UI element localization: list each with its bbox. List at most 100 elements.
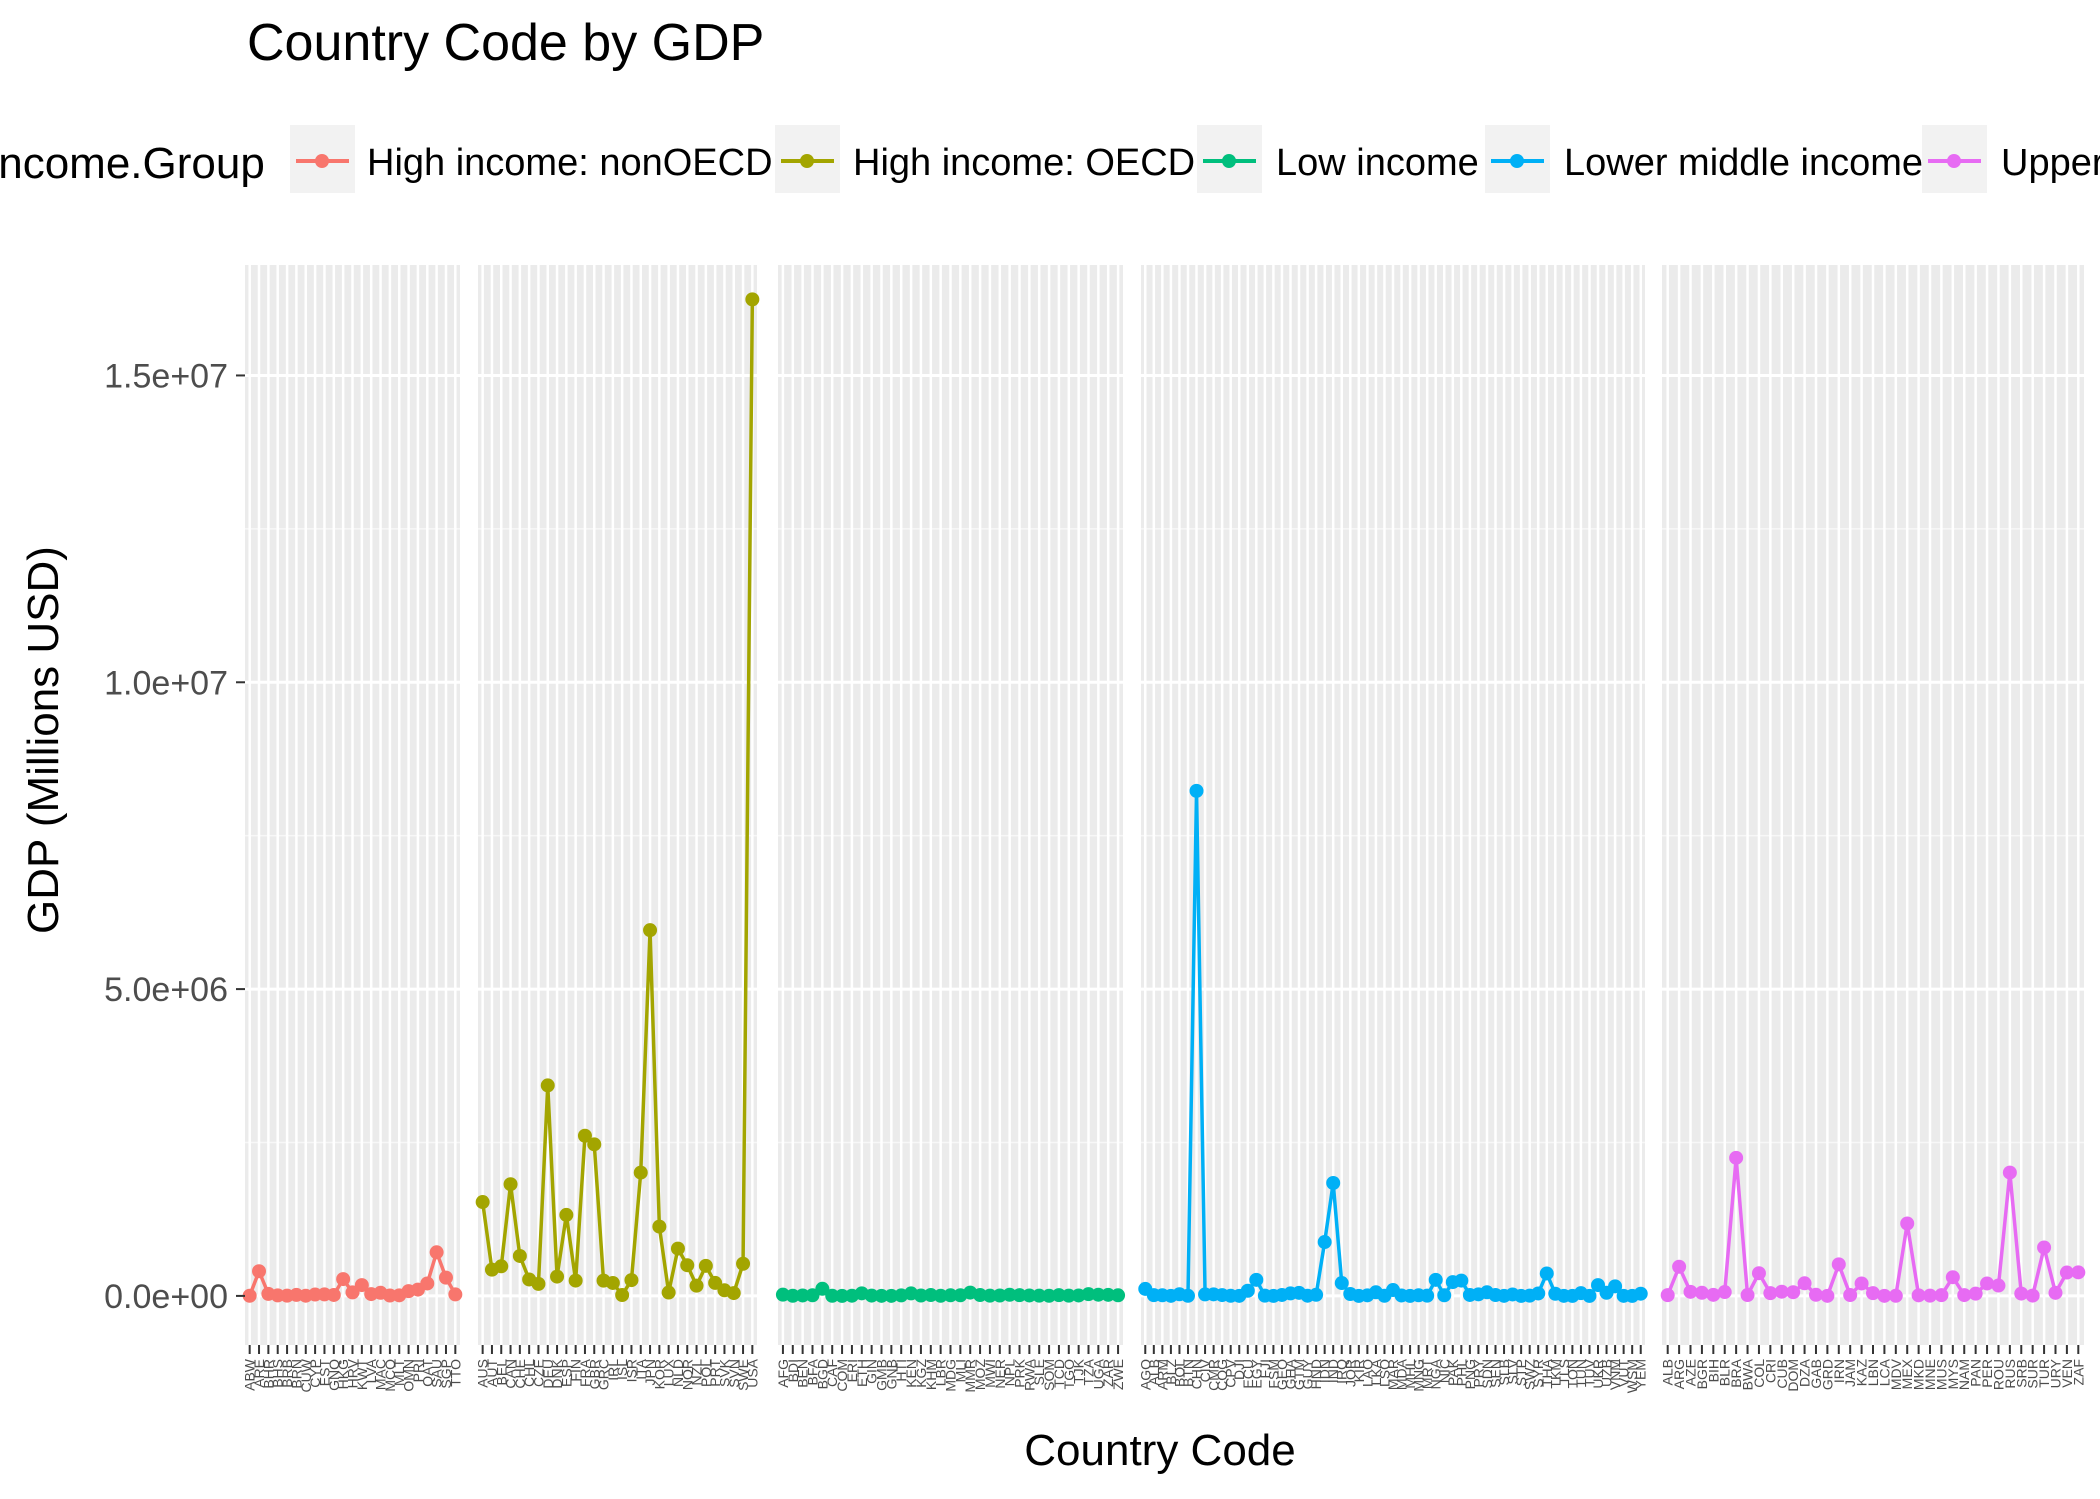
x-tick-label: PRT xyxy=(707,1359,723,1387)
panel-lower-middle-income: AGOALBARMBLZBOLBTNCHNCIVCMRCOGCPVDJIECUE… xyxy=(1137,265,1649,1393)
data-point xyxy=(1991,1278,2006,1293)
x-tick-label: MMR xyxy=(962,1359,978,1392)
x-tick-label: TGO xyxy=(1061,1359,1077,1389)
x-tick-label: PHL xyxy=(1453,1359,1469,1386)
data-point xyxy=(745,292,760,307)
x-tick-label: GBR xyxy=(586,1359,602,1389)
y-axis-title: GDP (Millions USD) xyxy=(19,546,68,934)
data-point xyxy=(1420,1288,1435,1303)
x-axis-title: Country Code xyxy=(1024,1426,1295,1475)
x-tick-label: COM xyxy=(834,1359,850,1392)
x-tick-label: CAN xyxy=(503,1359,519,1389)
data-point xyxy=(605,1275,620,1290)
data-point xyxy=(1334,1276,1349,1291)
x-tick-label: WSM xyxy=(1624,1359,1640,1393)
x-tick-label: MEX xyxy=(1899,1358,1915,1389)
x-tick-label: QAT xyxy=(419,1359,435,1387)
data-point xyxy=(874,1288,889,1303)
x-tick-label: SRB xyxy=(2013,1359,2029,1388)
x-tick-label: GTM xyxy=(1291,1359,1307,1390)
x-tick-label: TUN xyxy=(1573,1359,1589,1388)
x-tick-label: ROU xyxy=(1990,1359,2006,1390)
x-tick-label: BEL xyxy=(493,1359,509,1386)
x-tick-label: YEM xyxy=(1633,1359,1649,1389)
data-point xyxy=(438,1270,453,1285)
x-tick-label: ZWE xyxy=(1110,1359,1126,1390)
x-tick-label: JPN xyxy=(642,1359,658,1385)
x-tick-label: GNB xyxy=(883,1359,899,1389)
data-point xyxy=(568,1273,583,1288)
x-tick-label: CUB xyxy=(1774,1359,1790,1389)
data-point xyxy=(1957,1288,1972,1303)
x-tick-label: ALB xyxy=(1660,1359,1676,1385)
x-tick-label: MYS xyxy=(1945,1359,1961,1389)
x-tick-label: HND xyxy=(1308,1359,1324,1389)
panel-high-income-oecd: AUSAUTBELCANCHECHLCZEDEUDNKESPFINFRAGBRG… xyxy=(475,265,760,1391)
x-tick-label: CMR xyxy=(1206,1359,1222,1391)
x-tick-label: DJI xyxy=(1231,1359,1247,1380)
data-point xyxy=(503,1177,518,1192)
data-point xyxy=(540,1078,555,1093)
data-point xyxy=(429,1245,444,1260)
panel-upper-middle-income: ALBARGAZEBGRBIHBLRBRABWACOLCRICUBDOMDZAG… xyxy=(1660,265,2086,1392)
data-point xyxy=(1786,1285,1801,1300)
legend-entry-low-income: Low income xyxy=(1197,125,1479,193)
data-point xyxy=(1740,1288,1755,1303)
data-point xyxy=(1022,1288,1037,1303)
x-tick-label: POL xyxy=(698,1359,714,1387)
legend-label: Low income xyxy=(1276,142,1479,184)
data-point xyxy=(643,923,658,938)
data-point xyxy=(252,1264,267,1279)
x-tick-label: BOL xyxy=(1171,1359,1187,1387)
data-point xyxy=(1454,1273,1469,1288)
data-point xyxy=(2002,1165,2017,1180)
x-tick-label: PRY xyxy=(1470,1358,1486,1387)
x-tick-label: THA xyxy=(1539,1358,1555,1387)
data-point xyxy=(2037,1240,2052,1255)
x-tick-label: KGZ xyxy=(913,1359,929,1388)
x-tick-label: FJI xyxy=(1257,1359,1273,1378)
x-tick-label: TCD xyxy=(1051,1359,1067,1388)
data-point xyxy=(1428,1272,1443,1287)
data-point xyxy=(884,1288,899,1303)
x-tick-label: MUS xyxy=(1933,1359,1949,1390)
x-tick-label: TZA xyxy=(1081,1358,1097,1385)
x-tick-label: MAC xyxy=(373,1359,389,1390)
x-tick-label: CHL xyxy=(521,1359,537,1387)
x-tick-label: IRN xyxy=(1831,1359,1847,1383)
legend-label: Upper middle income xyxy=(2001,142,2100,184)
data-point xyxy=(1900,1216,1915,1231)
data-point xyxy=(1877,1288,1892,1303)
data-point xyxy=(1317,1235,1332,1250)
x-tick-label: VNM xyxy=(1607,1359,1623,1390)
data-point xyxy=(670,1241,685,1256)
x-tick-label: CYP xyxy=(307,1359,323,1388)
data-point xyxy=(726,1286,741,1301)
x-tick-label: PER xyxy=(1979,1359,1995,1388)
x-tick-label: GMB xyxy=(874,1359,890,1391)
x-tick-label: IRL xyxy=(605,1359,621,1381)
x-tick-label: PRI xyxy=(410,1359,426,1382)
data-point xyxy=(661,1285,676,1300)
x-tick-label: KHM xyxy=(923,1359,939,1390)
x-tick-label: SGP xyxy=(438,1359,454,1389)
x-tick-label: VEN xyxy=(2059,1359,2075,1388)
x-tick-label: TJK xyxy=(1071,1358,1087,1384)
data-point xyxy=(1091,1287,1106,1302)
data-point xyxy=(577,1128,592,1143)
x-tick-label: PRK xyxy=(1012,1358,1028,1387)
x-tick-label: MKD xyxy=(1911,1359,1927,1390)
x-tick-label: DZA xyxy=(1797,1358,1813,1387)
x-tick-label: SVN xyxy=(726,1359,742,1388)
data-point xyxy=(326,1287,341,1302)
x-tick-label: TLS xyxy=(1556,1359,1572,1385)
x-tick-label: CPV xyxy=(1223,1358,1239,1387)
x-tick-label: KIR xyxy=(1351,1359,1367,1382)
x-tick-label: RWA xyxy=(1021,1358,1037,1391)
x-tick-label: ESP xyxy=(558,1359,574,1387)
data-point xyxy=(652,1219,667,1234)
panel-background xyxy=(478,265,757,1345)
data-point xyxy=(982,1288,997,1303)
x-tick-label: MDV xyxy=(1888,1358,1904,1390)
x-tick-label: MOZ xyxy=(972,1359,988,1391)
